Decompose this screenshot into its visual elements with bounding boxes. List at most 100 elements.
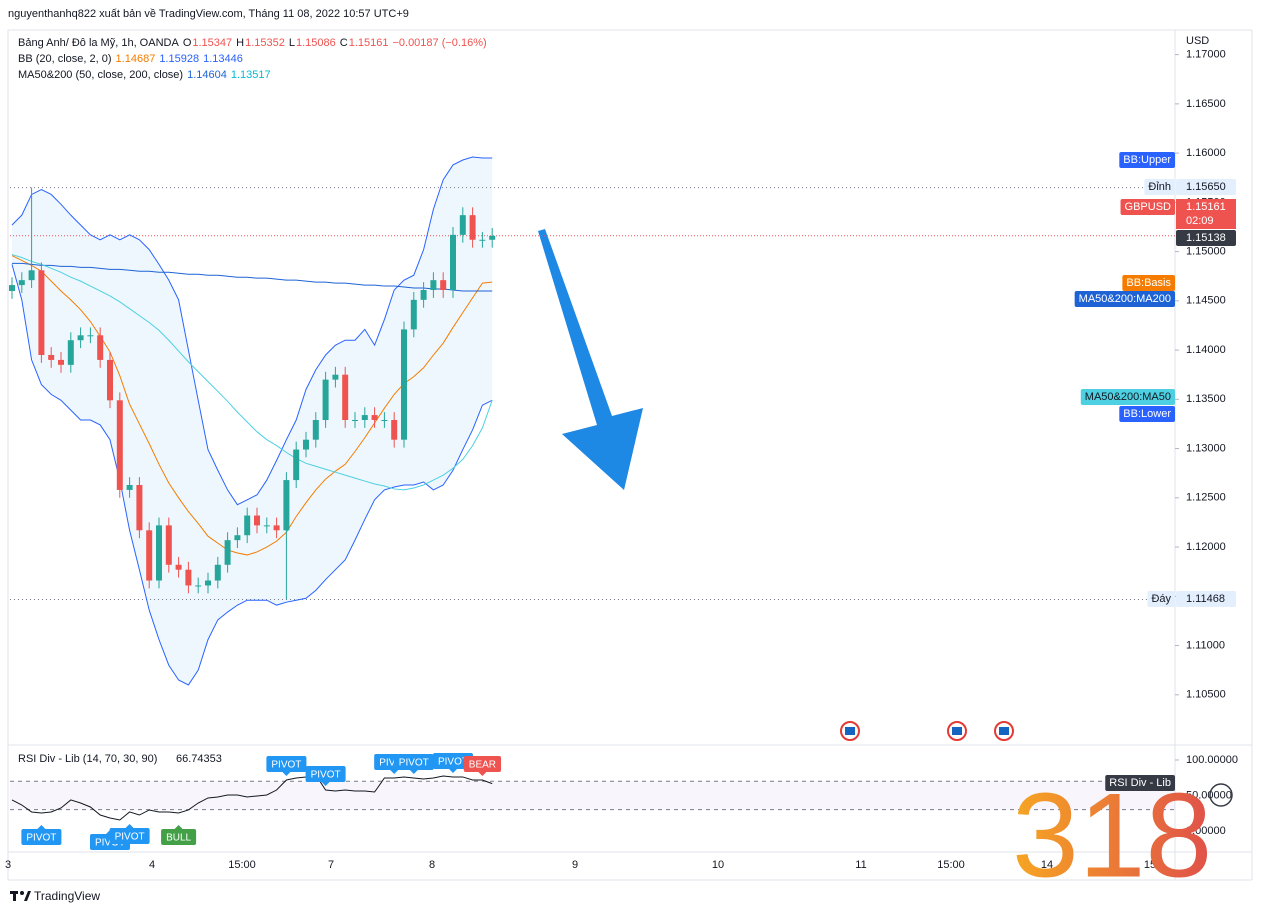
candle-body — [38, 270, 45, 355]
indicator-line — [11, 255, 493, 556]
settings-icon — [1209, 783, 1233, 807]
series-tag: MA50&200:MA50 — [1080, 389, 1175, 405]
rsi-marker-pointer — [321, 782, 330, 787]
y-tick-label: 1.14500 — [1186, 295, 1226, 307]
rsi-line — [11, 774, 493, 821]
y-tick-label: 1.17000 — [1186, 49, 1226, 61]
y-tick-label: 1.16000 — [1186, 147, 1226, 159]
currency-label: USD — [1186, 35, 1209, 47]
rsi-marker-pointer — [125, 823, 134, 828]
rsi-marker: PIVOT — [21, 824, 62, 845]
candle-body — [107, 359, 113, 401]
candle-body — [469, 215, 476, 240]
candle-body — [303, 439, 309, 450]
rsi-marker-pointer — [282, 772, 291, 777]
candle-body — [312, 420, 319, 440]
rsi-marker-bg — [109, 827, 150, 844]
x-tick-label: 7 — [328, 859, 334, 871]
rsi-marker-pointer — [409, 770, 418, 775]
level-tag: Đáy — [1147, 591, 1175, 607]
legend: Bảng Anh/ Đô la Mỹ, 1h, OANDA O1.15347 H1.… — [18, 35, 491, 83]
series-tag-bg — [1080, 389, 1175, 405]
x-tick-label: 15:00 — [937, 859, 965, 871]
rsi-marker-bg — [161, 828, 197, 845]
y-tick-label: 1.16500 — [1186, 98, 1226, 110]
level-value-text: 1.15650 — [1186, 181, 1226, 193]
candle-body — [283, 480, 290, 531]
level-tag-text: Đỉnh — [1148, 181, 1171, 193]
x-tick-label: 3 — [5, 859, 11, 871]
legend-text: H — [236, 37, 245, 49]
last-price: 1.15161 — [1186, 201, 1226, 213]
candle-body — [371, 415, 378, 420]
publisher: nguyenthanhq822 xuất bản về TradingView.… — [8, 8, 409, 20]
rsi-tag: RSI Div - Lib — [1105, 775, 1175, 791]
legend-row: BB (20, close, 2, 0) 1.14687 1.15928 1.1344… — [18, 51, 491, 67]
symbol-tag-bg — [1120, 199, 1175, 215]
x-tick-label: 11 — [855, 859, 866, 871]
y-tick-label: 0.00000 — [1186, 825, 1226, 837]
candle-body — [87, 335, 94, 337]
legend-text: 1.14687 — [115, 53, 156, 65]
candle-body — [67, 340, 74, 365]
candle-body — [214, 564, 221, 581]
legend-text: MA50&200 (50, close, 200, close) — [18, 69, 184, 81]
series-tag-text: MA50&200:MA200 — [1079, 293, 1171, 305]
candle-body — [273, 525, 280, 531]
candle-body — [77, 335, 84, 341]
y-tick-label: 100.00000 — [1186, 754, 1238, 766]
level-tag-text: Đáy — [1151, 593, 1171, 605]
rsi-tag-text: RSI Div - Lib — [1109, 777, 1171, 789]
candle-body — [263, 525, 270, 527]
legend-text: C — [339, 37, 348, 49]
rsi-marker-pointer — [37, 824, 46, 829]
rsi-marker-bg — [305, 766, 346, 783]
level-value: 1.11468 — [1176, 591, 1236, 607]
legend-text: 1.15347 — [192, 37, 233, 49]
x-tick-label: 14 — [1041, 859, 1053, 871]
x-tick-label: 9 — [572, 859, 578, 871]
legend-text: −0.00187 (−0.16%) — [392, 37, 487, 49]
bid-price-text: 1.15138 — [1186, 232, 1226, 244]
candle-body — [9, 285, 15, 291]
rsi-marker-pointer — [174, 824, 183, 829]
level-value: 1.15650 — [1176, 179, 1236, 195]
band-fill — [12, 157, 493, 685]
rsi-title: RSI Div - Lib (14, 70, 30, 90) — [18, 753, 157, 765]
rsi-marker-bg — [432, 752, 474, 769]
candle-body — [342, 374, 349, 420]
legend-text: 1.13517 — [230, 69, 271, 81]
series-tag: MA50&200:MA200 — [1074, 291, 1175, 307]
level-value-text: 1.11468 — [1186, 593, 1225, 605]
candle-body — [224, 540, 231, 565]
series-tag-text: MA50&200:MA50 — [1085, 391, 1171, 403]
y-tick-label: 50.00000 — [1186, 789, 1232, 801]
x-tick-label: 15:00 — [228, 859, 256, 871]
brand-logo — [10, 891, 31, 901]
level-value-bg — [1176, 179, 1236, 195]
y-tick-label: 1.14000 — [1186, 344, 1226, 356]
series-tag-bg — [1074, 291, 1175, 307]
candle-body — [440, 280, 447, 290]
candle-body — [479, 239, 486, 241]
frame — [7, 29, 1253, 881]
series-tag: BB:Upper — [1119, 152, 1175, 168]
legend-row: MA50&200 (50, close, 200, close) 1.14604 1… — [18, 67, 491, 83]
candle-body — [185, 569, 192, 586]
x-tick-label: 8 — [429, 859, 435, 871]
series-tag-text: BB:Upper — [1123, 154, 1171, 166]
legend-text: BB (20, close, 2, 0) — [18, 53, 112, 65]
flag-icons — [840, 721, 1014, 741]
legend-text: 1.13446 — [203, 53, 243, 65]
rsi-marker-bg — [463, 756, 502, 773]
series-tag-bg — [1119, 406, 1175, 422]
rsi-marker-label: PIVOT — [271, 760, 301, 771]
candle-body — [430, 280, 437, 290]
legend-text: 1.14604 — [187, 69, 227, 81]
y-tick-label: 1.12500 — [1186, 492, 1226, 504]
series-tag-bg — [1122, 275, 1175, 291]
rsi-marker: BEAR — [463, 756, 502, 777]
symbol-tag: GBPUSD — [1120, 199, 1175, 215]
